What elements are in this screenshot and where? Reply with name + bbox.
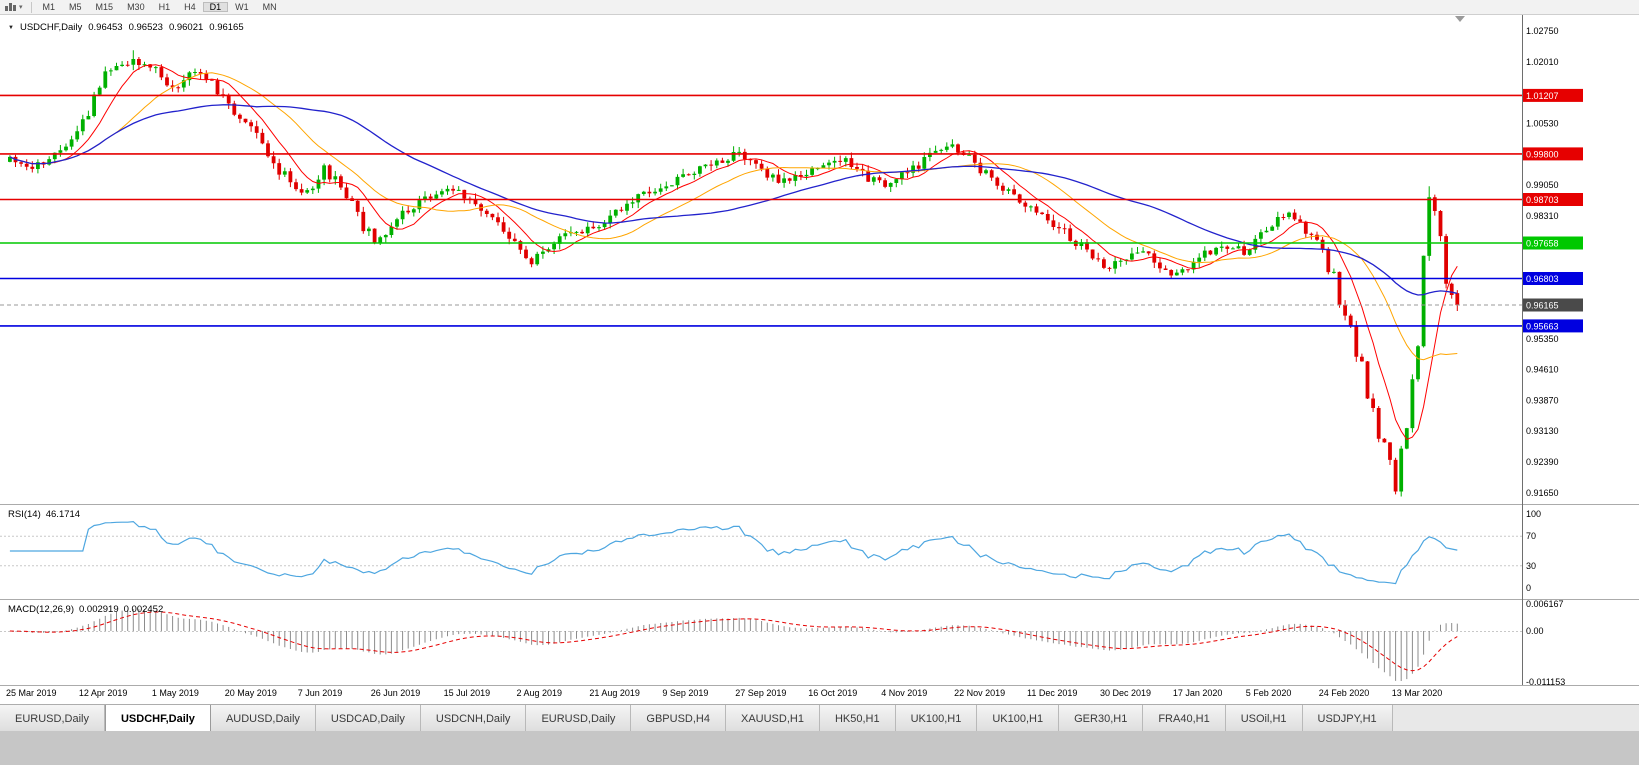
svg-text:0.00: 0.00 — [1526, 626, 1544, 636]
chart-tabs-bar: EURUSD,Daily USDCHF,Daily AUDUSD,Daily USDC… — [0, 704, 1639, 732]
symbol-label: USDCHF,Daily — [19, 22, 83, 33]
svg-text:0.96165: 0.96165 — [1526, 301, 1559, 311]
panel-divider-macd[interactable] — [0, 598, 1639, 601]
bar-chart-glyph — [5, 3, 16, 11]
svg-text:0.006167: 0.006167 — [1526, 599, 1564, 609]
svg-text:7 Jun 2019: 7 Jun 2019 — [298, 688, 343, 698]
time-axis[interactable] — [0, 685, 1522, 704]
ohlc-open: 0.96453 — [88, 22, 123, 33]
chart-tab-ger30-h1[interactable]: GER30,H1 — [1059, 705, 1144, 732]
chart-tab-usdjpy-h1[interactable]: USDJPY,H1 — [1302, 705, 1393, 732]
chart-tab-gbpusd-h4[interactable]: GBPUSD,H4 — [631, 705, 726, 732]
timeframe-button-mn[interactable]: MN — [262, 2, 277, 12]
svg-text:100: 100 — [1526, 509, 1541, 519]
svg-text:0: 0 — [1526, 583, 1531, 593]
chart-type-dropdown-icon[interactable]: ▾ — [19, 4, 23, 11]
svg-text:11 Dec 2019: 11 Dec 2019 — [1027, 688, 1077, 698]
chart-tab-xauusd-h1[interactable]: XAUUSD,H1 — [725, 705, 820, 732]
macd-value-signal: 0.002452 — [123, 604, 164, 615]
ohlc-low: 0.96021 — [168, 22, 204, 33]
svg-text:27 Sep 2019: 27 Sep 2019 — [735, 688, 786, 698]
svg-text:-0.011153: -0.011153 — [1526, 677, 1565, 687]
svg-text:25 Mar 2019: 25 Mar 2019 — [6, 688, 57, 698]
svg-text:9 Sep 2019: 9 Sep 2019 — [662, 688, 708, 698]
chart-tab-usdchf-daily[interactable]: USDCHF,Daily — [104, 705, 211, 732]
timeframe-toolbar: ▾ M1 M5 M15 M30 H1 H4 D1 W1 MN — [0, 0, 1639, 15]
chart-type-icon[interactable] — [0, 2, 19, 12]
svg-text:13 Mar 2020: 13 Mar 2020 — [1392, 688, 1443, 698]
window-bottom-strip — [0, 731, 1639, 765]
chart-tab-usoil-h1[interactable]: USOil,H1 — [1225, 705, 1303, 732]
svg-text:5 Feb 2020: 5 Feb 2020 — [1246, 688, 1292, 698]
timeframe-button-h1[interactable]: H1 — [158, 2, 171, 12]
timeframe-button-d1[interactable]: D1 — [202, 2, 229, 12]
svg-text:26 Jun 2019: 26 Jun 2019 — [371, 688, 421, 698]
chart-tab-eurusd-daily[interactable]: EURUSD,Daily — [0, 705, 105, 732]
svg-text:70: 70 — [1526, 531, 1536, 541]
timeframe-button-h4[interactable]: H4 — [184, 2, 196, 12]
chart-tab-hk50-h1[interactable]: HK50,H1 — [819, 705, 896, 732]
svg-text:1.02010: 1.02010 — [1526, 57, 1559, 67]
chart-tab-uk100-h1[interactable]: UK100,H1 — [977, 705, 1060, 732]
svg-text:0.99800: 0.99800 — [1526, 149, 1559, 159]
rsi-name: RSI(14) — [8, 509, 41, 520]
svg-text:20 May 2019: 20 May 2019 — [225, 688, 277, 698]
chart-tab-audusd-daily[interactable]: AUDUSD,Daily — [210, 705, 316, 732]
svg-text:21 Aug 2019: 21 Aug 2019 — [589, 688, 640, 698]
svg-text:0.93130: 0.93130 — [1526, 426, 1559, 436]
svg-text:22 Nov 2019: 22 Nov 2019 — [954, 688, 1005, 698]
svg-text:0.98703: 0.98703 — [1526, 195, 1559, 205]
svg-text:16 Oct 2019: 16 Oct 2019 — [808, 688, 857, 698]
ohlc-high: 0.96523 — [128, 22, 163, 33]
svg-text:17 Jan 2020: 17 Jan 2020 — [1173, 688, 1223, 698]
svg-text:1.01207: 1.01207 — [1526, 91, 1559, 101]
svg-text:0.97658: 0.97658 — [1526, 238, 1559, 248]
svg-text:1.00530: 1.00530 — [1526, 119, 1559, 129]
toolbar-separator — [30, 1, 32, 13]
timeframe-button-m30[interactable]: M30 — [127, 2, 145, 12]
svg-text:24 Feb 2020: 24 Feb 2020 — [1319, 688, 1370, 698]
svg-text:0.96803: 0.96803 — [1526, 274, 1559, 284]
symbol-dropdown-icon[interactable]: ▼ — [8, 24, 14, 31]
macd-name: MACD(12,26,9) — [8, 604, 74, 615]
svg-text:0.95350: 0.95350 — [1526, 334, 1559, 344]
timeframe-button-m5[interactable]: M5 — [69, 2, 82, 12]
svg-text:2 Aug 2019: 2 Aug 2019 — [517, 688, 563, 698]
price-chart-canvas[interactable]: 1.027501.020101.012701.005300.997900.990… — [0, 15, 1639, 704]
macd-indicator-label: MACD(12,26,9) 0.002919 0.002452 — [8, 604, 163, 615]
svg-text:30: 30 — [1526, 561, 1536, 571]
svg-text:0.98310: 0.98310 — [1526, 211, 1559, 221]
macd-value-main: 0.002919 — [79, 604, 119, 615]
svg-text:0.92390: 0.92390 — [1526, 457, 1559, 467]
chart-tab-fra40-h1[interactable]: FRA40,H1 — [1143, 705, 1226, 732]
svg-text:0.93870: 0.93870 — [1526, 395, 1559, 405]
svg-text:12 Apr 2019: 12 Apr 2019 — [79, 688, 128, 698]
price-axis[interactable] — [1522, 15, 1639, 685]
svg-text:0.94610: 0.94610 — [1526, 365, 1559, 375]
svg-text:0.91650: 0.91650 — [1526, 488, 1559, 498]
svg-text:0.95663: 0.95663 — [1526, 321, 1559, 331]
chart-tab-uk100-h1[interactable]: UK100,H1 — [895, 705, 978, 732]
panel-divider-rsi[interactable] — [0, 503, 1639, 506]
ohlc-close: 0.96165 — [209, 22, 244, 33]
svg-text:1 May 2019: 1 May 2019 — [152, 688, 199, 698]
svg-text:1.02750: 1.02750 — [1526, 26, 1559, 36]
timeframe-button-m15[interactable]: M15 — [95, 2, 114, 12]
chart-tab-usdcnh-daily[interactable]: USDCNH,Daily — [420, 705, 527, 732]
rsi-value: 46.1714 — [45, 509, 81, 520]
symbol-ohlc-header: ▼ USDCHF,Daily 0.96453 0.96523 0.96021 0… — [8, 22, 244, 33]
rsi-indicator-label: RSI(14) 46.1714 — [8, 509, 80, 520]
chart-area[interactable]: 1.027501.020101.012701.005300.997900.990… — [0, 15, 1639, 704]
svg-text:15 Jul 2019: 15 Jul 2019 — [444, 688, 491, 698]
timeframe-button-m1[interactable]: M1 — [42, 2, 56, 12]
timeframe-button-w1[interactable]: W1 — [235, 2, 249, 12]
svg-text:30 Dec 2019: 30 Dec 2019 — [1100, 688, 1151, 698]
chart-tab-eurusd-daily[interactable]: EURUSD,Daily — [526, 705, 632, 732]
svg-text:0.99050: 0.99050 — [1526, 180, 1559, 190]
timeframe-buttons-group: M1 M5 M15 M30 H1 H4 D1 W1 MN — [36, 0, 284, 14]
chart-tab-usdcad-daily[interactable]: USDCAD,Daily — [315, 705, 421, 732]
svg-text:4 Nov 2019: 4 Nov 2019 — [881, 688, 927, 698]
